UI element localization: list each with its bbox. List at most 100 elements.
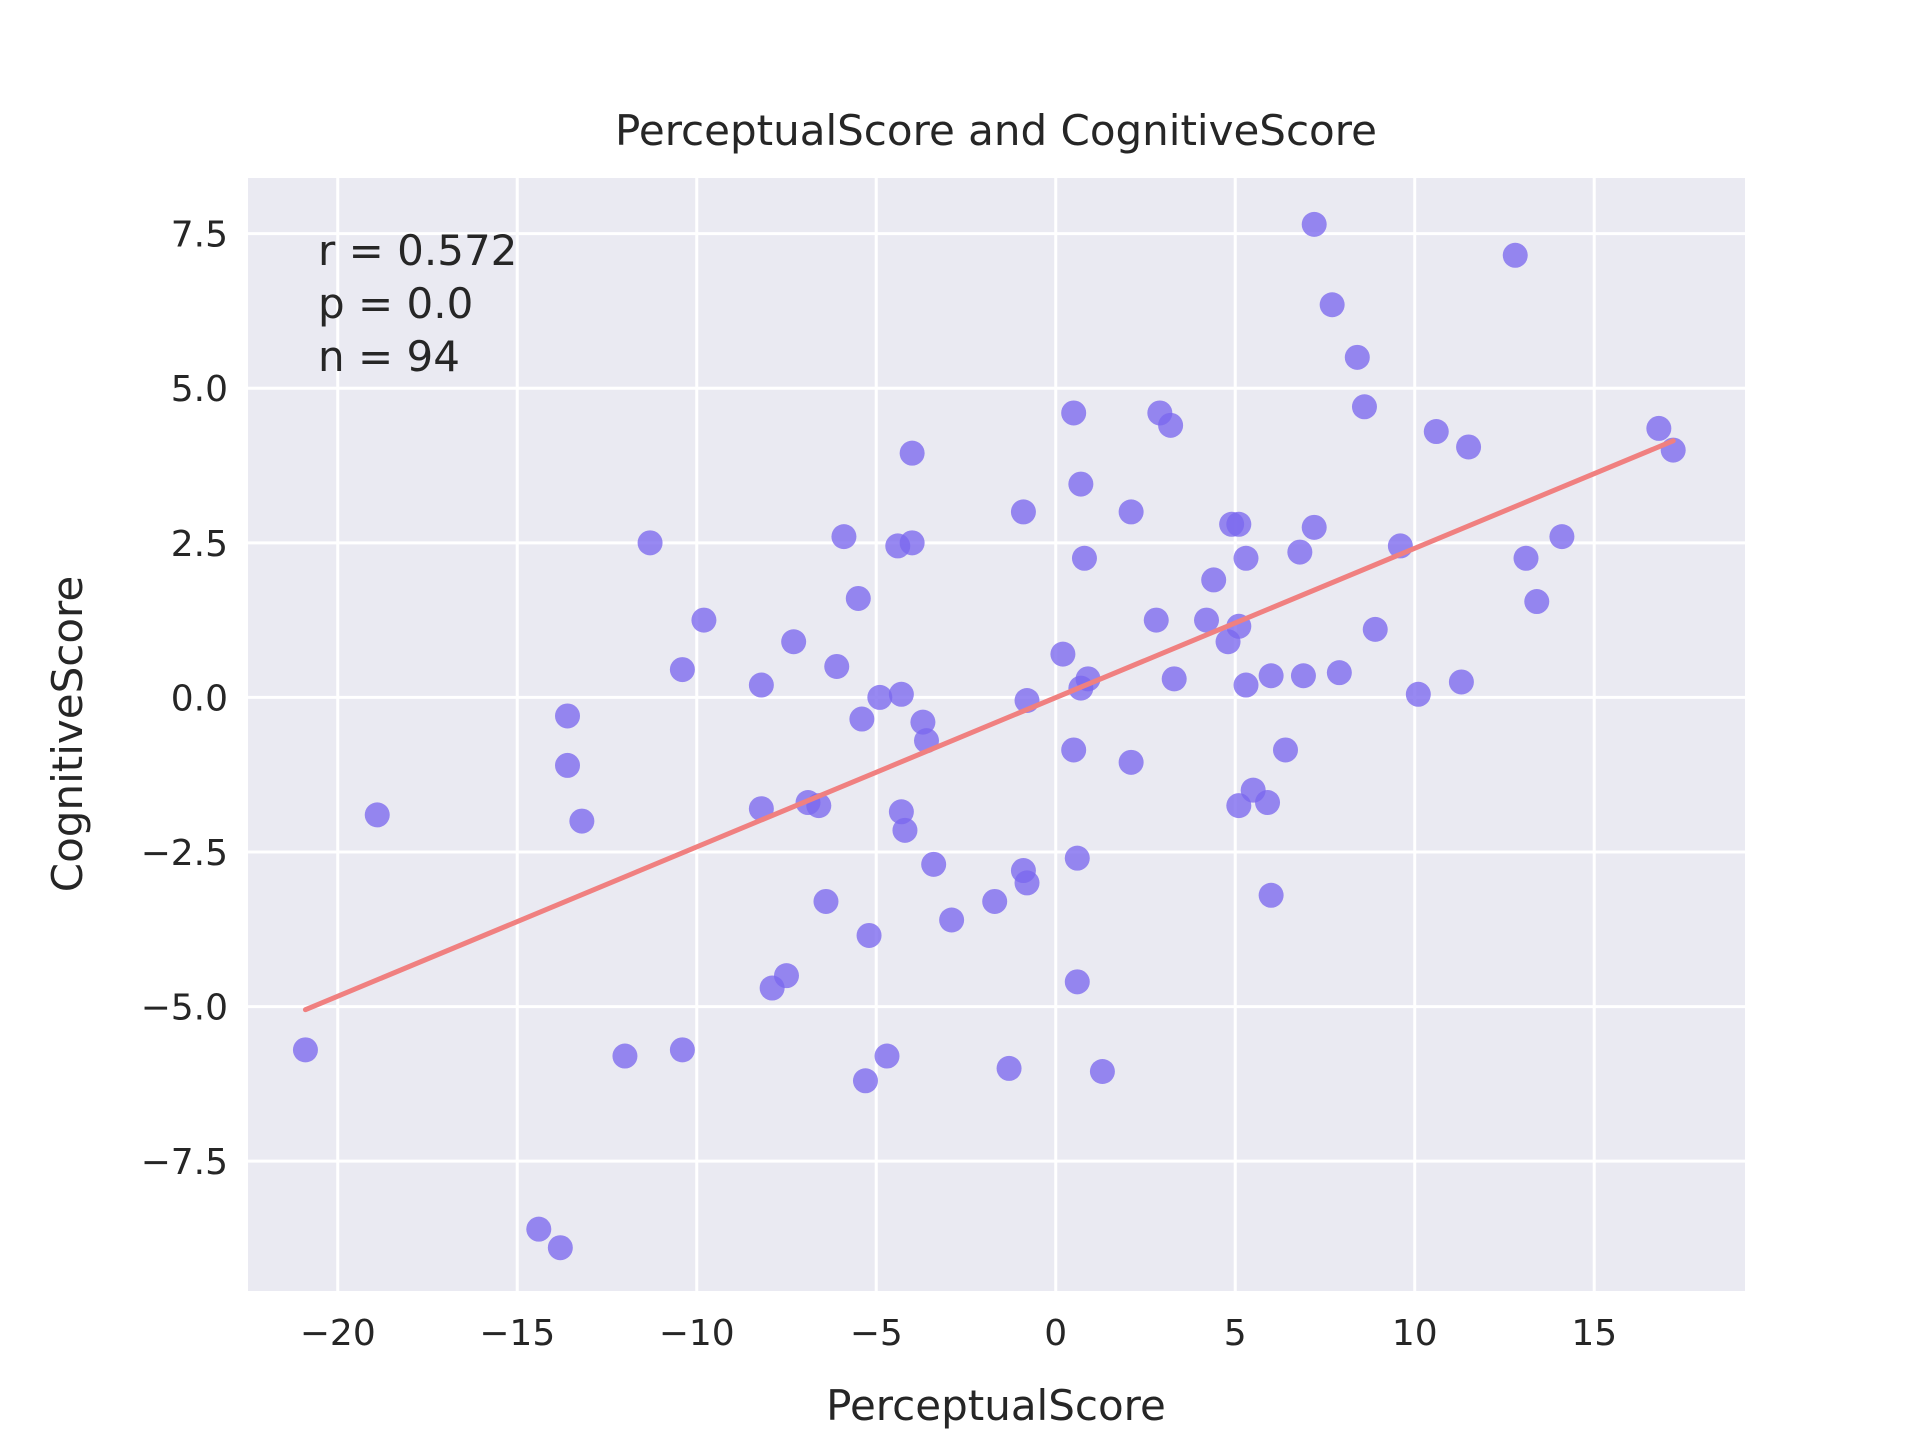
data-point xyxy=(1502,242,1528,268)
data-point xyxy=(1423,419,1449,445)
data-point xyxy=(1010,499,1036,525)
data-point xyxy=(773,963,799,989)
data-point xyxy=(996,1055,1022,1081)
fit-line xyxy=(302,438,1676,1013)
grid-lines xyxy=(248,178,1745,1291)
data-point xyxy=(1362,616,1388,642)
data-point xyxy=(669,1037,695,1063)
data-point xyxy=(1272,737,1298,763)
data-point xyxy=(1344,344,1370,370)
data-point xyxy=(1061,400,1087,426)
data-point xyxy=(1064,845,1090,871)
data-point xyxy=(1064,969,1090,995)
data-point xyxy=(1301,211,1327,237)
data-point xyxy=(669,657,695,683)
data-point xyxy=(1513,545,1539,571)
data-point xyxy=(1549,524,1575,550)
data-point xyxy=(1068,471,1094,497)
data-point xyxy=(899,530,925,556)
x-tick-label: 15 xyxy=(1571,1313,1617,1354)
data-point xyxy=(1061,737,1087,763)
data-point xyxy=(1287,539,1313,565)
data-point xyxy=(1050,641,1076,667)
x-tick-label: −5 xyxy=(850,1313,903,1354)
x-tick-label: 5 xyxy=(1224,1313,1247,1354)
stat-n: n = 94 xyxy=(318,332,460,381)
data-point xyxy=(892,817,918,843)
data-point xyxy=(637,530,663,556)
regression-line xyxy=(302,438,1676,1013)
data-point xyxy=(1089,1058,1115,1084)
data-point xyxy=(1071,545,1097,571)
x-tick-labels: −20 −15 −10 −5 0 5 10 15 xyxy=(300,1313,1617,1354)
x-tick-label: 0 xyxy=(1044,1313,1067,1354)
y-tick-labels: −7.5 −5.0 −2.5 0.0 2.5 5.0 7.5 xyxy=(141,215,228,1184)
data-point xyxy=(845,585,871,611)
data-point xyxy=(874,1043,900,1069)
data-point xyxy=(1226,511,1252,537)
data-point xyxy=(364,802,390,828)
data-point xyxy=(1456,434,1482,460)
data-point xyxy=(1524,589,1550,615)
stat-r: r = 0.572 xyxy=(318,226,517,275)
data-point xyxy=(547,1235,573,1261)
x-axis-label: PerceptualScore xyxy=(826,1381,1166,1430)
data-point xyxy=(1258,663,1284,689)
data-point xyxy=(1158,412,1184,438)
data-point xyxy=(849,706,875,732)
data-point xyxy=(899,440,925,466)
data-point xyxy=(856,922,882,948)
data-point xyxy=(1258,882,1284,908)
data-point xyxy=(1448,669,1474,695)
data-point xyxy=(831,524,857,550)
data-point xyxy=(1301,514,1327,540)
data-point xyxy=(1233,672,1259,698)
data-point xyxy=(1233,545,1259,571)
data-point xyxy=(555,703,581,729)
data-point xyxy=(1201,567,1227,593)
data-point xyxy=(1290,663,1316,689)
data-point xyxy=(1161,666,1187,692)
data-point xyxy=(526,1216,552,1242)
y-tick-label: 5.0 xyxy=(171,369,228,410)
y-tick-label: −7.5 xyxy=(141,1142,228,1183)
x-tick-label: 10 xyxy=(1392,1313,1438,1354)
data-point xyxy=(748,672,774,698)
data-point xyxy=(569,808,595,834)
y-tick-label: −5.0 xyxy=(141,988,228,1029)
data-point xyxy=(1255,790,1281,816)
data-point xyxy=(888,799,914,825)
data-points xyxy=(292,211,1686,1261)
stats-annotation: r = 0.572 p = 0.0 n = 94 xyxy=(318,226,517,381)
chart-title: PerceptualScore and CognitiveScore xyxy=(615,106,1377,155)
data-point xyxy=(555,752,581,778)
data-point xyxy=(1014,870,1040,896)
data-point xyxy=(691,607,717,633)
x-tick-label: −15 xyxy=(479,1313,555,1354)
data-point xyxy=(1194,607,1220,633)
plot-area xyxy=(248,178,1745,1291)
x-tick-label: −20 xyxy=(300,1313,376,1354)
y-axis-label: CognitiveScore xyxy=(43,576,92,892)
data-point xyxy=(1405,681,1431,707)
stat-p: p = 0.0 xyxy=(318,279,473,328)
data-point xyxy=(1118,499,1144,525)
data-point xyxy=(852,1068,878,1094)
y-tick-label: 7.5 xyxy=(171,215,228,256)
data-point xyxy=(1351,394,1377,420)
data-point xyxy=(1118,749,1144,775)
x-tick-label: −10 xyxy=(659,1313,735,1354)
y-tick-label: 0.0 xyxy=(171,678,228,719)
data-point xyxy=(781,629,807,655)
data-point xyxy=(1326,660,1352,686)
data-point xyxy=(939,907,965,933)
data-point xyxy=(910,709,936,735)
data-point xyxy=(824,653,850,679)
data-point xyxy=(813,888,839,914)
data-point xyxy=(867,684,893,710)
data-point xyxy=(888,681,914,707)
data-point xyxy=(921,851,947,877)
data-point xyxy=(1143,607,1169,633)
data-point xyxy=(612,1043,638,1069)
